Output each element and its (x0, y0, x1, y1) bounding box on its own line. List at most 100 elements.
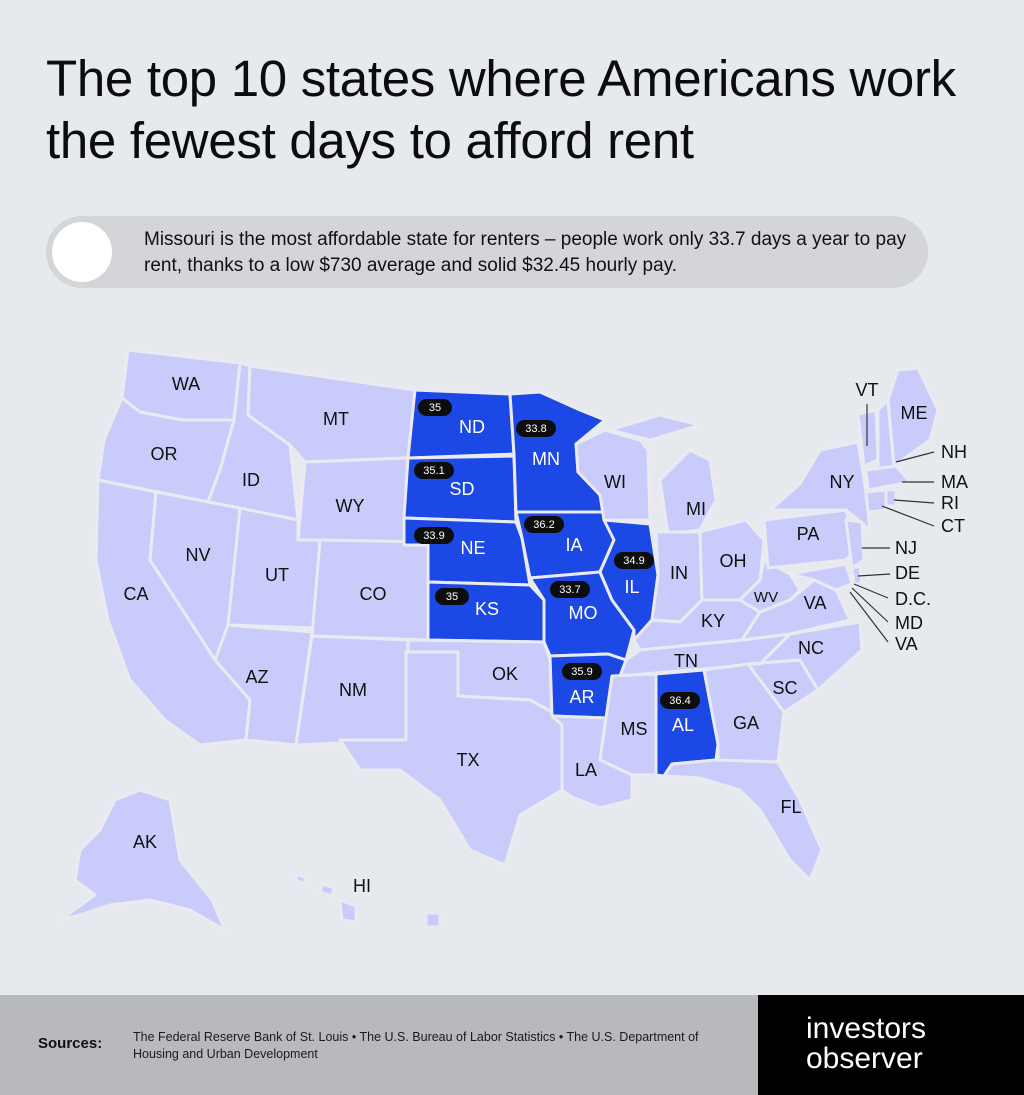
pill-nd: 35 (418, 399, 452, 416)
label-il: IL (624, 577, 639, 597)
pill-mo-value: 33.7 (559, 584, 580, 596)
label-al: AL (672, 715, 694, 735)
label-tn: TN (674, 651, 698, 671)
state-tx (338, 650, 564, 867)
label-dc: D.C. (895, 589, 931, 609)
state-ri (884, 488, 898, 508)
pill-ks-value: 35 (446, 591, 458, 603)
brand-line-2: observer (806, 1042, 923, 1075)
pill-ne-value: 33.9 (423, 530, 444, 542)
label-mt: MT (323, 409, 349, 429)
callout-box: Missouri is the most affordable state fo… (46, 216, 928, 288)
sources-list: The Federal Reserve Bank of St. Louis • … (133, 1030, 699, 1061)
label-ca: CA (123, 584, 148, 604)
sources-label: Sources: (38, 1035, 103, 1052)
label-ia: IA (565, 535, 582, 555)
label-ct: CT (941, 516, 965, 536)
label-mn: MN (532, 449, 560, 469)
pill-ne: 33.9 (414, 527, 454, 544)
state-il (598, 518, 660, 642)
northeast-leaders: NH MA RI CT NJ DE D.C. MD VA (849, 404, 968, 654)
label-oh: OH (720, 551, 747, 571)
label-ny: NY (829, 472, 854, 492)
label-de: DE (895, 563, 920, 583)
label-in: IN (670, 563, 688, 583)
state-ny (768, 440, 872, 532)
label-tx: TX (456, 750, 479, 770)
label-me: ME (901, 403, 928, 423)
label-ne: NE (460, 538, 485, 558)
label-nv: NV (185, 545, 210, 565)
state-md (788, 562, 854, 592)
state-wv (738, 558, 802, 614)
label-co: CO (360, 584, 387, 604)
pill-mn: 33.8 (516, 420, 556, 437)
brand-logo: investors observer (758, 995, 1024, 1095)
state-wi (574, 428, 652, 522)
label-va: VA (804, 593, 827, 613)
us-map: WA OR CA ID NV MT WY UT AZ CO NM ND SD N… (58, 348, 968, 932)
label-az: AZ (245, 667, 268, 687)
label-nj: NJ (895, 538, 917, 558)
label-fl: FL (780, 797, 801, 817)
label-la: LA (575, 760, 597, 780)
label-or: OR (151, 444, 178, 464)
page-title: The top 10 states where Americans work t… (46, 50, 956, 169)
label-wi: WI (604, 472, 626, 492)
pill-al-value: 36.4 (669, 695, 690, 707)
pill-ia: 36.2 (524, 516, 564, 533)
state-ak (58, 788, 227, 932)
pill-sd: 35.1 (414, 462, 454, 479)
pill-mo: 33.7 (550, 581, 590, 598)
pill-ar: 35.9 (562, 663, 602, 680)
label-va2: VA (895, 634, 918, 654)
state-de (850, 564, 864, 586)
callout-dot (52, 222, 112, 282)
pill-ar-value: 35.9 (571, 666, 592, 678)
label-sd: SD (449, 479, 474, 499)
pill-ks: 35 (435, 588, 469, 605)
label-ms: MS (621, 719, 648, 739)
label-nm: NM (339, 680, 367, 700)
state-hi (294, 872, 358, 924)
label-id: ID (242, 470, 260, 490)
pill-il: 34.9 (614, 552, 654, 569)
pill-sd-value: 35.1 (423, 465, 444, 477)
label-nc: NC (798, 638, 824, 658)
pill-ia-value: 36.2 (533, 519, 554, 531)
label-hi: HI (353, 876, 371, 896)
state-ma (864, 464, 912, 492)
pill-al: 36.4 (660, 692, 700, 709)
state-nj (844, 518, 866, 570)
brand-line-1: investors (806, 1012, 927, 1045)
state-labels: WA OR CA ID NV MT WY UT AZ CO NM ND SD N… (123, 374, 927, 896)
label-mo: MO (569, 603, 598, 623)
pill-il-value: 34.9 (623, 555, 644, 567)
callout-text: Missouri is the most affordable state fo… (144, 229, 907, 276)
state-az (213, 623, 314, 747)
state-pr (424, 911, 442, 929)
state-ct (864, 488, 888, 514)
label-ga: GA (733, 713, 759, 733)
label-wy: WY (336, 496, 365, 516)
label-ut: UT (265, 565, 289, 585)
label-ak: AK (133, 832, 157, 852)
label-wa: WA (172, 374, 200, 394)
label-vt: VT (855, 380, 878, 400)
label-ar: AR (569, 687, 594, 707)
label-ma: MA (941, 472, 968, 492)
label-md: MD (895, 613, 923, 633)
label-pa: PA (797, 524, 820, 544)
label-ky: KY (701, 611, 725, 631)
pill-nd-value: 35 (429, 402, 441, 414)
state-fl (662, 758, 824, 882)
label-sc: SC (772, 678, 797, 698)
pill-mn-value: 33.8 (525, 423, 546, 435)
footer: Sources: The Federal Reserve Bank of St.… (0, 995, 758, 1095)
label-ok: OK (492, 664, 518, 684)
label-ri: RI (941, 493, 959, 513)
label-nh: NH (941, 442, 967, 462)
value-pills: 35 33.8 35.1 33.9 36.2 34.9 35 33.7 35.9… (414, 399, 700, 709)
label-mi: MI (686, 499, 706, 519)
label-nd: ND (459, 417, 485, 437)
